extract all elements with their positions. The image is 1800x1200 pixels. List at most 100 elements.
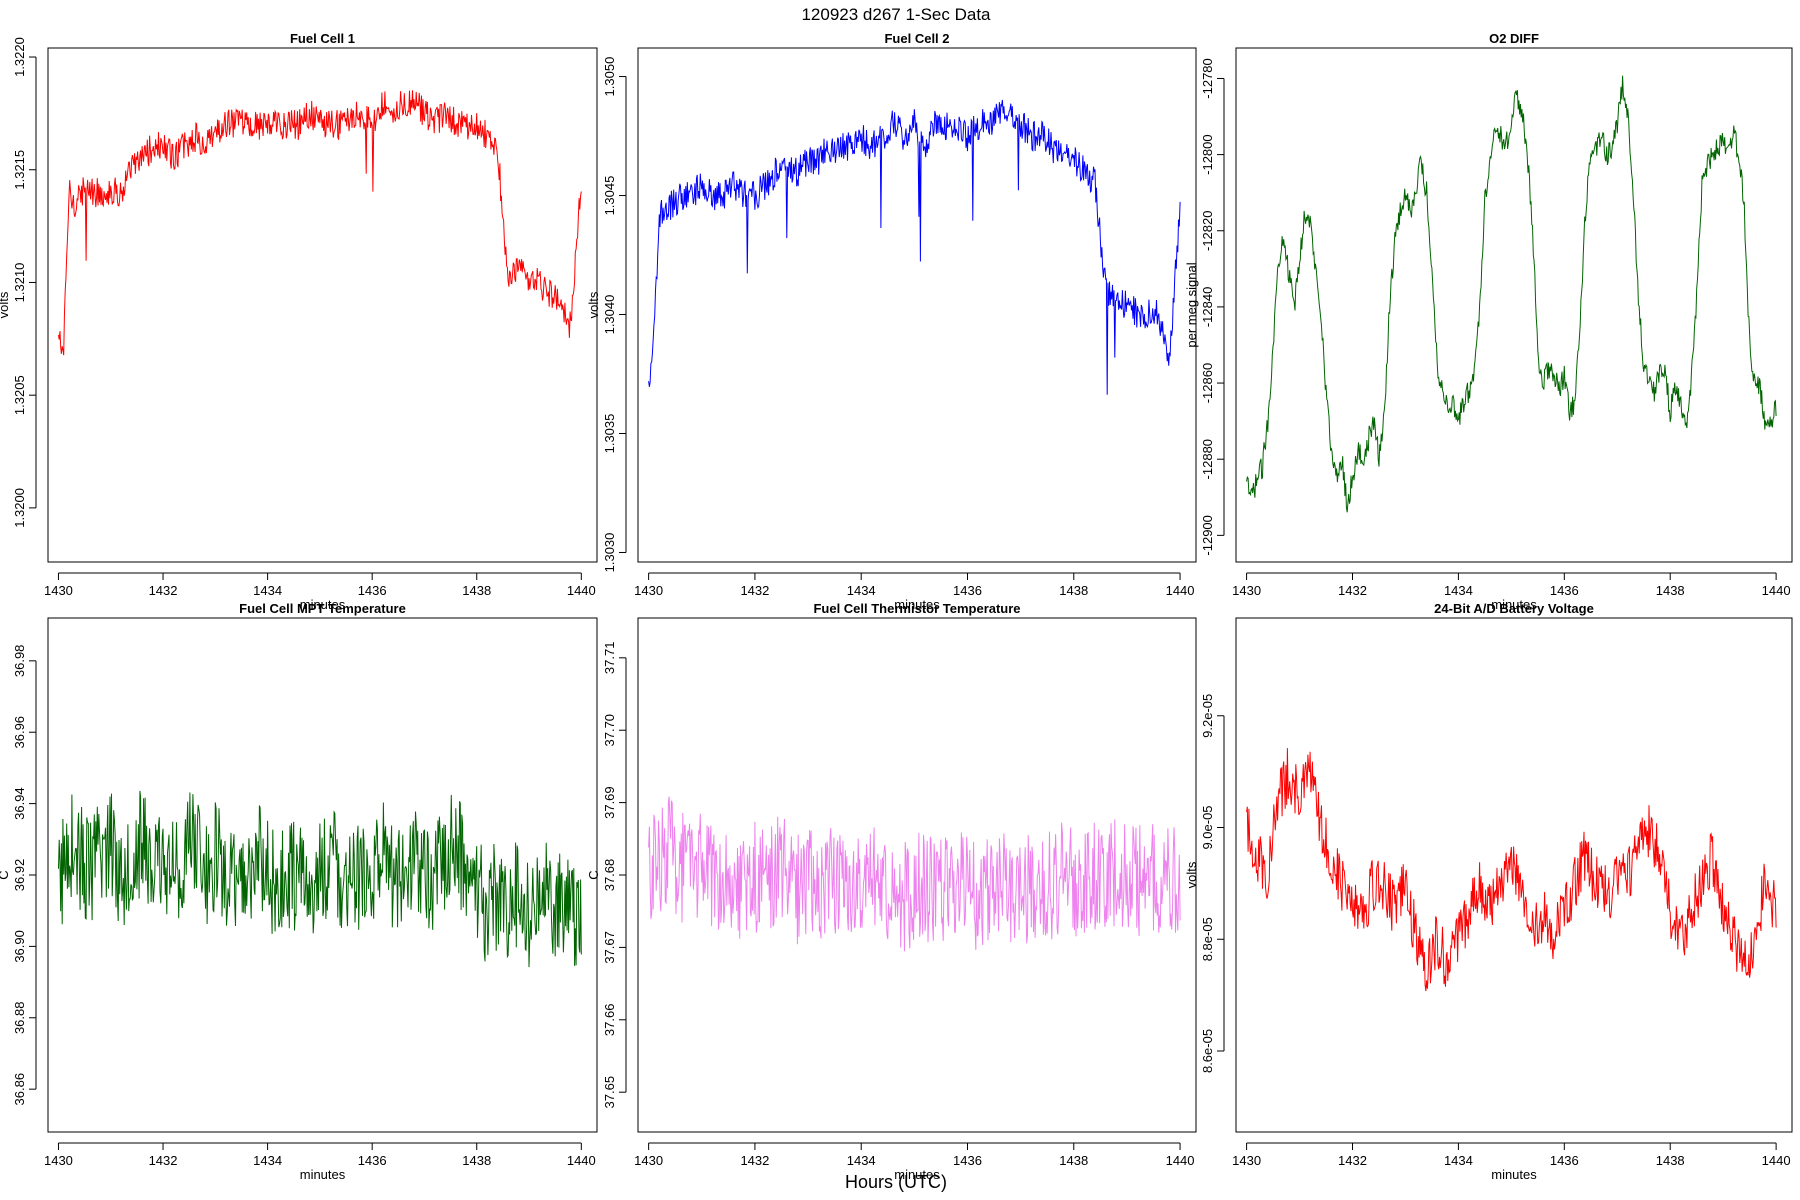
x-tick-label: 1430: [634, 583, 663, 598]
y-axis-label: C: [0, 870, 11, 879]
chart-title: Fuel Cell 2: [884, 31, 949, 46]
y-tick-label: 1.3040: [602, 295, 617, 335]
y-tick-label: 37.68: [602, 859, 617, 892]
y-axis: 37.65 37.66 37.67 37.68 37.69 37.70 37.71: [602, 642, 627, 1109]
plot-frame: [47, 47, 598, 563]
series-line: [648, 796, 1181, 952]
figure-title: 120923 d267 1-Sec Data: [801, 5, 991, 24]
plot-frame: [637, 47, 1197, 563]
x-tick-label: 1430: [44, 1153, 73, 1168]
x-tick-label: 1438: [1059, 1153, 1088, 1168]
x-axis: 1430 1432 1434 1436 1438 1440: [44, 572, 596, 598]
y-tick-label: -12780: [1200, 58, 1215, 98]
x-tick-label: 1430: [634, 1153, 663, 1168]
x-axis: 1430 1432 1434 1436 1438 1440: [44, 1142, 596, 1168]
x-tick-label: 1434: [847, 583, 876, 598]
y-tick-label: 1.3050: [602, 57, 617, 97]
plot-frame: [47, 617, 598, 1133]
x-tick-label: 1438: [1656, 583, 1685, 598]
x-tick-label: 1434: [1444, 1153, 1473, 1168]
y-tick-label: 37.70: [602, 714, 617, 747]
y-tick-label: 37.66: [602, 1004, 617, 1037]
y-axis-label: C: [586, 870, 601, 879]
y-tick-label: 1.3035: [602, 414, 617, 454]
chart-panel-3: O2 DIFF 1430 1432 1434 1436 1438 1440 minutes -1…: [1184, 31, 1793, 612]
chart-panel-6: 24-Bit A/D Battery Voltage 1430 1432 1434 14…: [1184, 601, 1793, 1182]
chart-panel-5: Fuel Cell Thermistor Temperature 1430 1432…: [586, 601, 1197, 1182]
x-axis-label: minutes: [300, 1167, 346, 1182]
x-axis-label: minutes: [1491, 1167, 1537, 1182]
y-tick-label: 36.90: [12, 930, 27, 963]
x-tick-label: 1438: [462, 583, 491, 598]
plot-frame: [1235, 617, 1793, 1133]
chart-title: 24-Bit A/D Battery Voltage: [1434, 601, 1594, 616]
x-tick-label: 1434: [1444, 583, 1473, 598]
figure-bottom-label: Hours (UTC): [845, 1172, 947, 1192]
y-tick-label: 8.6e-05: [1200, 1029, 1215, 1073]
x-tick-label: 1432: [740, 1153, 769, 1168]
x-tick-label: 1436: [953, 1153, 982, 1168]
x-tick-label: 1436: [358, 1153, 387, 1168]
x-tick-label: 1438: [462, 1153, 491, 1168]
y-axis-label: volts: [586, 291, 601, 318]
y-tick-label: 37.69: [602, 786, 617, 819]
y-axis: 1.3030 1.3035 1.3040 1.3045 1.3050: [602, 57, 627, 572]
x-tick-label: 1432: [1338, 1153, 1367, 1168]
y-tick-label: -12880: [1200, 439, 1215, 479]
x-tick-label: 1430: [1232, 583, 1261, 598]
series-line: [648, 99, 1181, 395]
y-tick-label: 9.2e-05: [1200, 694, 1215, 738]
x-tick-label: 1436: [1550, 583, 1579, 598]
x-tick-label: 1440: [567, 1153, 596, 1168]
x-axis: 1430 1432 1434 1436 1438 1440: [1232, 1142, 1791, 1168]
y-tick-label: 36.96: [12, 716, 27, 749]
x-tick-label: 1440: [567, 583, 596, 598]
x-tick-label: 1434: [253, 1153, 282, 1168]
y-tick-label: 1.3215: [12, 150, 27, 190]
y-axis-label: volts: [1184, 861, 1199, 888]
x-axis-label: minutes: [300, 597, 346, 612]
x-tick-label: 1438: [1059, 583, 1088, 598]
x-tick-label: 1432: [149, 1153, 178, 1168]
x-tick-label: 1440: [1166, 1153, 1195, 1168]
y-tick-label: 36.94: [12, 787, 27, 820]
y-tick-label: -12900: [1200, 515, 1215, 555]
y-tick-label: 36.98: [12, 645, 27, 678]
series-line: [1246, 75, 1777, 513]
y-tick-label: 37.67: [602, 931, 617, 964]
x-tick-label: 1432: [149, 583, 178, 598]
x-tick-label: 1432: [740, 583, 769, 598]
y-axis-label: volts: [0, 291, 11, 318]
y-tick-label: 8.8e-05: [1200, 917, 1215, 961]
x-tick-label: 1440: [1166, 583, 1195, 598]
y-axis-label: per meg signal: [1184, 262, 1199, 347]
y-tick-label: 36.86: [12, 1073, 27, 1106]
chart-title: Fuel Cell Thermistor Temperature: [813, 601, 1020, 616]
chart-panel-1: Fuel Cell 1 1430 1432 1434 1436 1438 1440 minut…: [0, 31, 598, 612]
y-axis: 8.6e-05 8.8e-05 9.0e-05 9.2e-05: [1200, 694, 1225, 1073]
chart-panels: Fuel Cell 1 1430 1432 1434 1436 1438 1440 minut…: [0, 31, 1793, 1182]
plot-frame: [637, 617, 1197, 1133]
y-axis: 1.3200 1.3205 1.3210 1.3215 1.3220: [12, 37, 37, 528]
chart-title: Fuel Cell 1: [290, 31, 355, 46]
y-tick-label: 1.3220: [12, 37, 27, 77]
y-tick-label: 37.65: [602, 1076, 617, 1109]
x-tick-label: 1430: [1232, 1153, 1261, 1168]
x-tick-label: 1436: [953, 583, 982, 598]
x-axis-label: minutes: [1491, 597, 1537, 612]
y-tick-label: 9.0e-05: [1200, 805, 1215, 849]
y-tick-label: 37.71: [602, 642, 617, 675]
x-axis-label: minutes: [894, 597, 940, 612]
x-tick-label: 1430: [44, 583, 73, 598]
x-tick-label: 1438: [1656, 1153, 1685, 1168]
chart-panel-2: Fuel Cell 2 1430 1432 1434 1436 1438 1440 minut…: [586, 31, 1197, 612]
x-axis-label: minutes: [894, 1167, 940, 1182]
x-axis: 1430 1432 1434 1436 1438 1440: [634, 1142, 1195, 1168]
y-tick-label: 36.92: [12, 859, 27, 892]
series-line: [58, 790, 582, 968]
y-tick-label: 36.88: [12, 1002, 27, 1035]
x-tick-label: 1436: [358, 583, 387, 598]
y-tick-label: 1.3210: [12, 263, 27, 303]
